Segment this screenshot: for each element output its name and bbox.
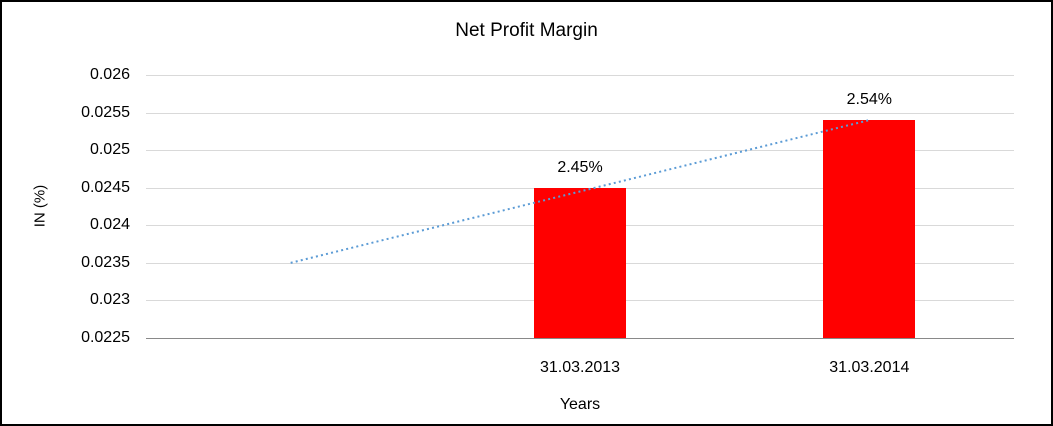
x-tick-label: 31.03.2013: [539, 359, 621, 376]
bar-value-label: 2.54%: [846, 91, 893, 109]
gridline: [146, 112, 1014, 114]
chart-title: Net Profit Margin: [455, 20, 598, 41]
trendline: [290, 119, 870, 264]
y-tick-label: 0.026: [89, 66, 130, 83]
y-tick-label: 0.0235: [81, 253, 130, 271]
bar-value-label: 2.45%: [557, 158, 603, 176]
gridline: [146, 150, 1014, 152]
y-tick-label: 0.024: [89, 216, 130, 234]
bar-31.03.2013: [534, 187, 626, 338]
y-tick-label: 0.0255: [81, 103, 130, 121]
y-tick-label: 0.023: [89, 291, 130, 309]
x-tick-label: 31.03.2014: [829, 359, 910, 376]
y-tick-label: 0.025: [89, 141, 130, 159]
bar-31.03.2014: [823, 120, 916, 338]
gridline: [146, 75, 1014, 76]
y-tick-label: 0.0245: [81, 178, 130, 196]
x-axis-title: Years: [559, 396, 601, 413]
plot-area: [146, 75, 1014, 339]
x-axis-line: [146, 338, 1014, 339]
y-tick-label: 0.0225: [81, 329, 130, 346]
